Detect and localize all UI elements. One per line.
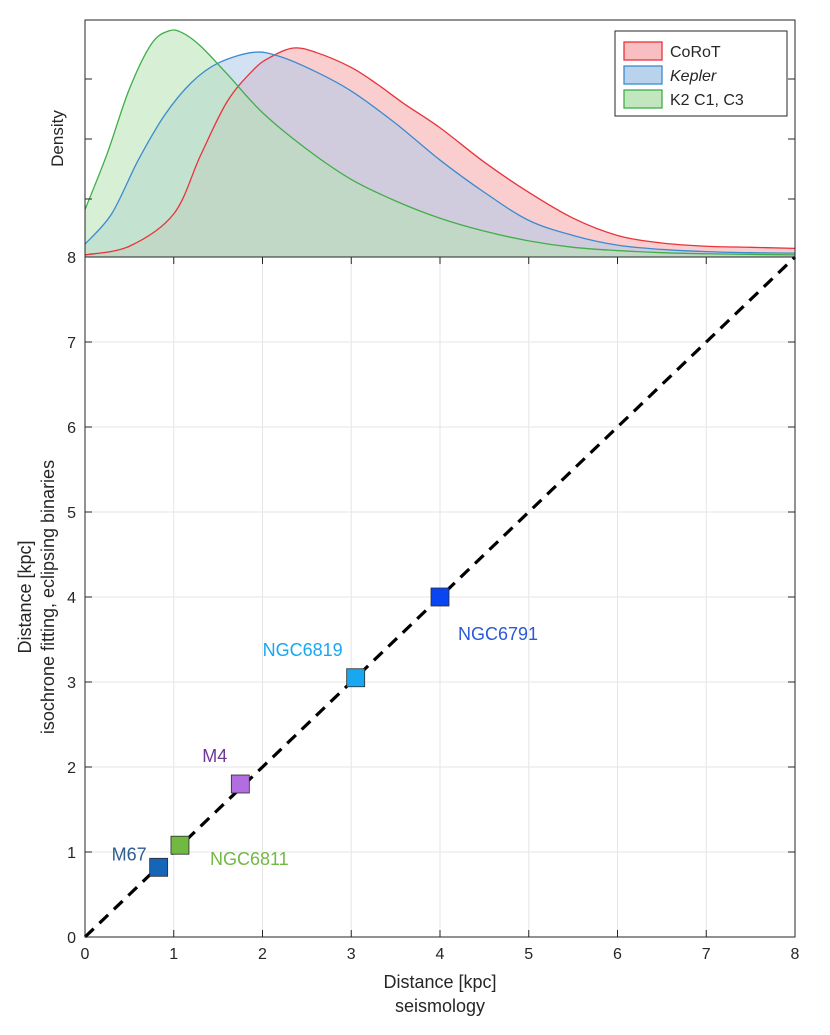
legend-swatch-0 <box>623 41 663 61</box>
legend: CoRoT Kepler K2 C1, C3 <box>614 30 788 117</box>
density-y-ticks <box>85 78 795 200</box>
y-axis-label: Distance [kpc] <box>15 540 35 653</box>
x-tick-label-1: 1 <box>169 946 178 963</box>
scatter-panel: 0 1 2 3 4 5 6 7 8 0 1 2 3 4 5 6 7 Distance [kpc] seismolog… <box>15 255 800 1016</box>
density-tick-label-3: 8 <box>67 250 76 267</box>
point-label-3: NGC6819 <box>263 640 343 660</box>
x-tick-label-0: 0 <box>81 946 90 963</box>
legend-swatch-2 <box>623 89 663 109</box>
y-tick-label-3: 3 <box>67 675 76 692</box>
point-marker-3 <box>346 668 366 688</box>
point-marker-2 <box>230 774 250 794</box>
legend-swatch-1 <box>623 65 663 85</box>
x-tick-label-8: 8 <box>791 946 800 963</box>
x-axis-label: Distance [kpc] <box>383 972 496 992</box>
point-label-4: NGC6791 <box>458 624 538 644</box>
y-tick-label-4: 4 <box>67 590 76 607</box>
point-marker-0 <box>149 857 169 877</box>
point-label-2: M4 <box>202 746 227 766</box>
density-ylabel: Density <box>48 110 67 167</box>
point-label-0: M67 <box>112 844 147 864</box>
x-tick-label-5: 5 <box>524 946 533 963</box>
y-tick-label-0: 0 <box>67 930 76 947</box>
x-tick-label-3: 3 <box>347 946 356 963</box>
density-line-2 <box>85 29 795 256</box>
density-curves <box>85 29 795 257</box>
density-area-2 <box>85 29 795 257</box>
y-tick-label-1: 1 <box>67 845 76 862</box>
y-tick-label-7: 7 <box>67 335 76 352</box>
x-tick-label-7: 7 <box>702 946 711 963</box>
density-panel: 8 Density CoRoT Kepler K2 C1, C3 <box>48 19 796 267</box>
y-tick-label-5: 5 <box>67 505 76 522</box>
x-tick-label-4: 4 <box>436 946 445 963</box>
cluster-points: M67 NGC6811 M4 NGC6819 NGC6791 <box>112 587 538 877</box>
legend-label-1: Kepler <box>670 68 717 85</box>
density-line-0 <box>85 47 795 256</box>
x-tick-label-6: 6 <box>613 946 622 963</box>
density-line-1 <box>85 51 795 254</box>
scatter-x-ticks: 0 1 2 3 4 5 6 7 8 <box>81 257 800 963</box>
x-tick-label-2: 2 <box>258 946 267 963</box>
y-axis-label-2: isochrone fitting, eclipsing binaries <box>38 460 58 734</box>
y-tick-label-6: 6 <box>67 420 76 437</box>
legend-label-2: K2 C1, C3 <box>670 92 744 109</box>
y-tick-label-2: 2 <box>67 760 76 777</box>
point-marker-4 <box>430 587 450 607</box>
point-marker-1 <box>170 835 190 855</box>
x-axis-label-2: seismology <box>395 996 485 1016</box>
legend-label-0: CoRoT <box>670 44 721 61</box>
scatter-y-ticks: 0 1 2 3 4 5 6 7 <box>67 335 795 947</box>
point-label-1: NGC6811 <box>210 849 289 869</box>
